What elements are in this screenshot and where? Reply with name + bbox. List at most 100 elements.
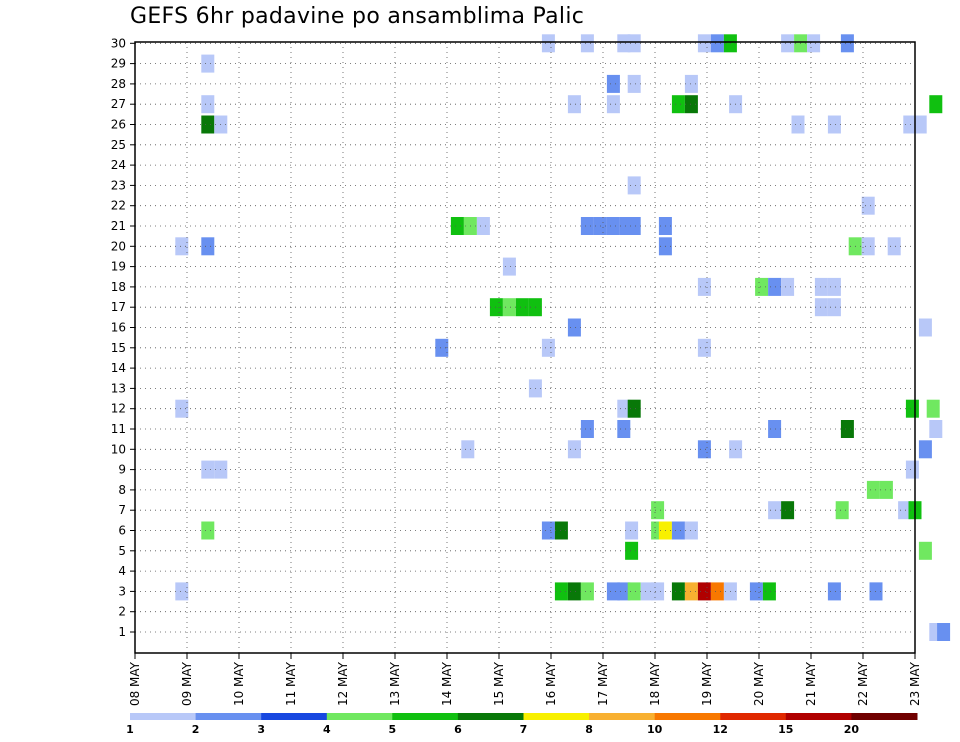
heatmap-cell [697,582,711,601]
y-tick-label: 12 [111,402,126,416]
heatmap-cell [840,34,854,53]
heatmap-cell [671,582,685,601]
legend-level-label: 7 [520,723,528,736]
heatmap-cell [814,277,828,296]
heatmap-cell [697,277,711,296]
y-axis: 1234567891011121314151617181920212223242… [111,36,135,639]
heatmap-cell [627,74,641,93]
heatmap-cell [879,480,893,499]
heatmap-cell [697,440,711,459]
heatmap-cell [861,237,875,256]
heatmap-cell [903,115,917,134]
y-tick-label: 5 [118,544,126,558]
heatmap-cell [827,298,841,317]
heatmap-cell [861,196,875,215]
heatmap-cell [918,541,932,560]
heatmap-cell [461,440,475,459]
x-tick-label: 15 MAY [492,661,506,706]
legend-level-label: 2 [192,723,200,736]
heatmap-cell [606,217,620,235]
x-tick-label: 13 MAY [388,661,402,706]
legend-level-label: 20 [844,723,860,736]
y-tick-label: 1 [118,625,126,639]
legend-level-label: 3 [257,723,265,736]
x-tick-label: 11 MAY [284,661,298,706]
heatmap-cell [684,74,698,93]
x-tick-label: 21 MAY [804,661,818,706]
heatmap-cell [541,521,555,540]
heatmap-cell [926,399,940,418]
heatmap-cell [781,277,795,296]
heatmap-cell [489,298,503,317]
heatmap-cell [781,34,795,53]
legend-swatch [261,713,328,720]
y-tick-label: 14 [111,361,126,375]
heatmap-cell [606,95,620,114]
heatmap-cell [541,338,555,357]
y-tick-label: 11 [111,422,126,436]
heatmap-cell [768,277,782,296]
y-tick-label: 2 [118,605,126,619]
heatmap-cell [567,582,581,601]
heatmap-cell [929,420,943,438]
heatmap-cell [567,95,581,114]
heatmap-cell [617,399,631,418]
heatmap-cell [201,237,215,256]
heatmap-cell [627,176,641,195]
legend-swatch [654,713,721,720]
legend-level-label: 8 [585,723,593,736]
heatmap-cell [768,501,782,520]
heatmap-cell [617,582,631,601]
heatmap-cell [502,298,516,317]
y-tick-label: 26 [111,118,126,132]
heatmap-cell [175,582,189,601]
y-tick-label: 15 [111,341,126,355]
heatmap-cell [835,501,849,520]
x-tick-label: 20 MAY [752,661,766,706]
legend-level-label: 10 [647,723,663,736]
dotted-grid [134,42,916,653]
heatmap-cell [671,95,685,114]
heatmap-cell [201,521,215,540]
y-tick-label: 13 [111,381,126,395]
heatmap-cell [651,501,665,520]
y-tick-label: 20 [111,239,126,253]
legend-level-label: 12 [713,723,728,736]
legend-swatch [589,713,656,720]
heatmap-cell [697,34,711,53]
y-tick-label: 28 [111,77,126,91]
heatmap-cell [201,54,215,73]
heatmap-cell [684,95,698,114]
legend-swatch [523,713,590,720]
heatmap-cell [627,582,641,601]
y-tick-label: 21 [111,219,126,233]
color-legend: 1 2 3 4 5 6 7 8 10 12 15 20 [126,713,918,736]
y-tick-label: 23 [111,178,126,192]
x-tick-label: 10 MAY [232,661,246,706]
heatmap-cell [580,217,594,235]
y-tick-label: 17 [111,300,126,314]
y-tick-label: 18 [111,280,126,294]
y-tick-label: 25 [111,138,126,152]
legend-level-label: 5 [388,723,396,736]
heatmap-cell [684,521,698,540]
heatmap-cell [625,521,639,540]
heatmap-cell [918,318,932,337]
heatmap-cell [175,399,189,418]
heatmap-cell [684,582,698,601]
y-tick-label: 19 [111,260,126,274]
y-tick-label: 7 [118,503,126,517]
heatmap-cell [918,440,932,459]
heatmap-cell [755,277,769,296]
x-tick-label: 12 MAY [336,661,350,706]
y-tick-label: 24 [111,158,126,172]
x-tick-label: 23 MAY [908,661,922,706]
heatmap-cell [814,298,828,317]
heatmap-cell [807,34,821,53]
y-tick-label: 22 [111,199,126,213]
heatmap-cell [627,217,641,235]
heatmap-cell [710,34,724,53]
heatmap-cell [567,440,581,459]
heatmap-cell [768,420,782,438]
